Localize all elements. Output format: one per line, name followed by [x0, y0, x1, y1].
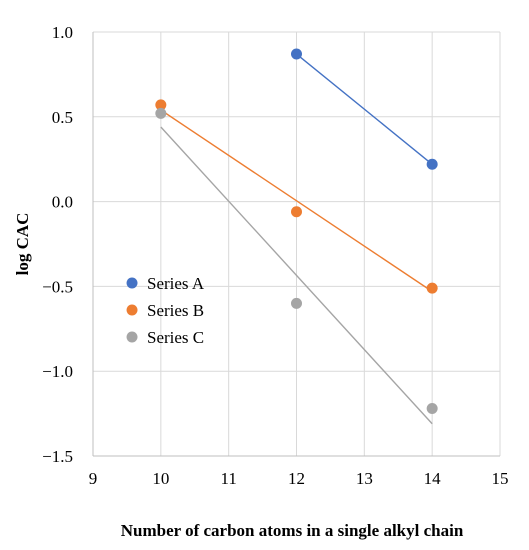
x-axis-title: Number of carbon atoms in a single alkyl… [121, 521, 464, 540]
x-tick-label: 15 [492, 469, 509, 488]
legend-label: Series C [147, 328, 204, 347]
y-tick-label: −1.5 [42, 447, 73, 466]
x-tick-labels: 9 10 11 12 13 14 15 [89, 469, 509, 488]
series-trendline [160, 109, 433, 293]
grid [93, 31, 501, 456]
x-tick-label: 10 [152, 469, 169, 488]
x-tick-label: 12 [288, 469, 305, 488]
legend-marker [126, 277, 138, 289]
x-tick-label: 9 [89, 469, 98, 488]
data-point [291, 206, 302, 218]
y-tick-label: 0.0 [52, 193, 73, 212]
x-tick-label: 13 [356, 469, 373, 488]
legend: Series A Series B Series C [126, 274, 205, 347]
data-point [155, 107, 167, 119]
legend-marker [126, 304, 138, 316]
data-point [426, 282, 438, 294]
y-tick-label: −0.5 [42, 277, 73, 296]
data-point [426, 403, 438, 415]
data-points [155, 48, 438, 415]
data-point [291, 297, 302, 309]
legend-label: Series A [147, 274, 205, 293]
trendlines [160, 53, 433, 425]
y-tick-labels: 1.0 0.5 0.0 −0.5 −1.0 −1.5 [42, 23, 73, 466]
x-tick-label: 14 [424, 469, 442, 488]
x-tick-label: 11 [220, 469, 236, 488]
data-point [291, 48, 302, 60]
series-trendline [160, 126, 433, 425]
y-axis-title: log CAC [13, 213, 32, 276]
y-tick-label: 0.5 [52, 108, 73, 127]
y-tick-label: 1.0 [52, 23, 73, 42]
series-trendline [296, 53, 433, 165]
y-tick-label: −1.0 [42, 362, 73, 381]
legend-marker [126, 331, 138, 343]
data-point [155, 99, 167, 111]
legend-label: Series B [147, 301, 204, 320]
data-point [426, 158, 438, 170]
axes [92, 32, 500, 457]
